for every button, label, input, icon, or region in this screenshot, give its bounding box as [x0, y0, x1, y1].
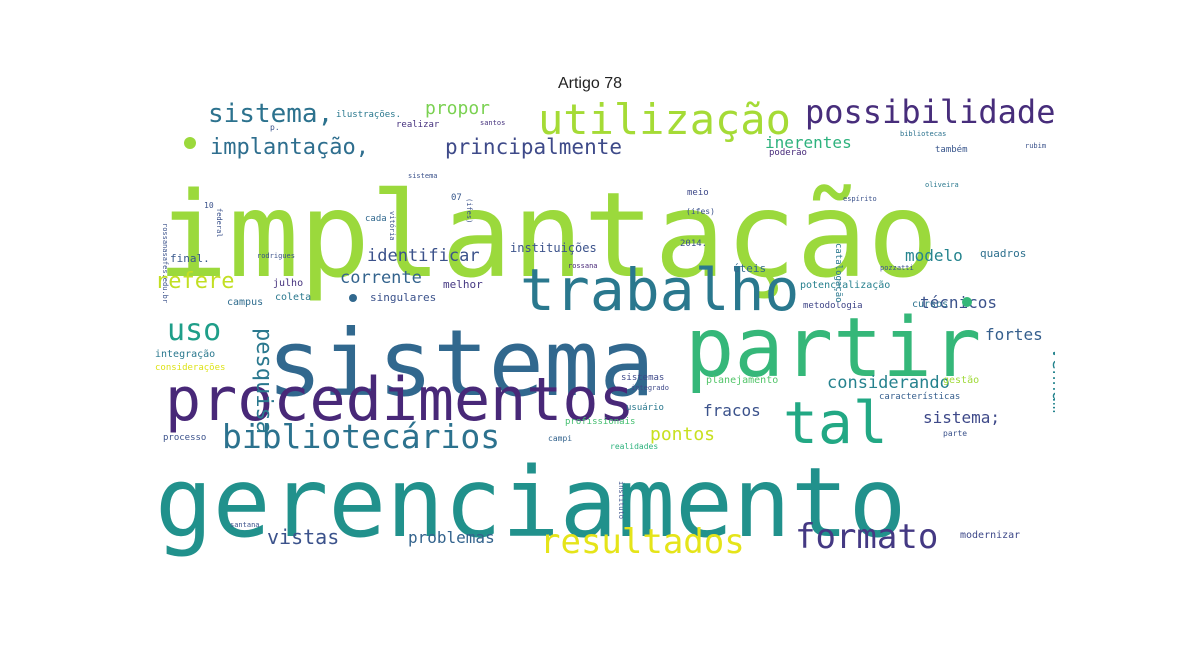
- word-36: julho: [273, 278, 303, 289]
- word-84: vitória: [388, 211, 396, 241]
- word-74: federal: [215, 208, 223, 238]
- word-51: usuário: [626, 403, 664, 413]
- word-71: integrado: [631, 384, 669, 392]
- word-18: uso: [167, 313, 221, 348]
- word-69: rossana: [568, 262, 598, 270]
- word-9: possibilidade: [805, 98, 1055, 131]
- word-35: final.: [170, 252, 210, 265]
- word-41: úteis: [733, 262, 766, 275]
- word-56: parte: [943, 429, 967, 438]
- word-22: corrente: [340, 268, 422, 288]
- word-68: rodrigues: [257, 252, 295, 260]
- word-52: profissionais: [565, 417, 635, 427]
- word-12: formato: [795, 517, 938, 557]
- decor-dot-1: [184, 137, 196, 149]
- word-31: vistas: [267, 525, 339, 549]
- word-11: resultados: [540, 522, 745, 558]
- word-16: propor: [425, 98, 490, 119]
- decor-dot-3: [962, 297, 972, 307]
- word-10: bibliotecários: [222, 417, 500, 456]
- word-76: 10: [204, 201, 214, 210]
- word-73: santana: [230, 521, 260, 529]
- word-78: bibliotecas: [900, 130, 946, 138]
- word-27: considerando: [827, 373, 950, 393]
- decor-dot-2: [349, 294, 357, 302]
- word-66: (ifes): [686, 207, 715, 216]
- word-46: considerações: [155, 363, 225, 373]
- word-75: p.: [270, 123, 280, 132]
- word-53: processo: [163, 433, 206, 443]
- word-19: refere: [155, 269, 234, 294]
- word-32: problemas: [408, 528, 495, 547]
- word-39: singulares: [370, 291, 436, 304]
- word-45: integração: [155, 349, 215, 360]
- word-59: realizar: [396, 120, 440, 130]
- word-37: coleta: [275, 292, 311, 303]
- word-83: sistema: [408, 172, 438, 180]
- word-67: 07: [451, 193, 462, 203]
- word-42: potencialização: [800, 280, 890, 291]
- word-6: trabalho: [520, 256, 799, 324]
- word-72: instituto: [617, 481, 625, 519]
- word-cloud: implantação gerenciamento sistema partir pro…: [155, 98, 1055, 558]
- word-26: venham: [1048, 348, 1055, 413]
- word-82: rossanasafes.edu.br: [161, 223, 169, 303]
- word-14: implantação,: [210, 135, 369, 160]
- word-54: campi: [548, 434, 572, 443]
- word-40: melhor: [443, 278, 483, 291]
- word-44: cursos: [912, 299, 948, 310]
- word-4: partir: [685, 301, 981, 396]
- word-55: realidades: [610, 442, 658, 451]
- word-63: cada: [365, 214, 387, 224]
- word-1: implantação: [157, 166, 938, 304]
- word-61: também: [935, 144, 968, 155]
- word-79: rubim: [1025, 142, 1046, 150]
- word-70: pozzatti: [880, 264, 914, 272]
- word-43: metodologia: [803, 301, 863, 311]
- word-25: fortes: [985, 325, 1043, 344]
- word-38: campus: [227, 297, 263, 308]
- word-23: modelo: [905, 246, 963, 265]
- word-8: utilização: [538, 98, 791, 144]
- word-13: sistema,: [208, 99, 333, 129]
- word-50: características: [879, 392, 960, 402]
- word-64: catalogação: [833, 243, 843, 303]
- word-17: inerentes: [765, 133, 852, 152]
- word-34: quadros: [980, 247, 1026, 260]
- word-15: principalmente: [445, 135, 622, 159]
- word-81: espírito: [843, 195, 877, 203]
- word-28: fracos: [703, 401, 761, 420]
- word-29: pontos: [650, 424, 715, 445]
- word-21: identificar: [367, 246, 480, 266]
- word-60: poderão: [769, 148, 807, 158]
- word-65: 2014.: [680, 239, 707, 249]
- word-5: procedimentos: [165, 365, 635, 435]
- word-62: meio: [687, 188, 709, 198]
- word-2: gerenciamento: [155, 447, 906, 558]
- word-57: modernizar: [960, 530, 1020, 541]
- word-85: (ifes): [465, 198, 473, 223]
- word-24: técnicos: [920, 293, 997, 312]
- word-20: pesquisa: [251, 328, 276, 434]
- word-58: ilustrações.: [336, 110, 401, 120]
- word-80: oliveira: [925, 181, 959, 189]
- word-3: sistema: [267, 310, 655, 417]
- chart-title: Artigo 78: [557, 75, 623, 92]
- word-7: tal: [783, 389, 888, 457]
- word-47: sistemas: [621, 373, 664, 383]
- word-30: sistema;: [923, 408, 1000, 427]
- word-48: planejamento: [706, 375, 778, 386]
- word-49: gestão: [943, 375, 979, 386]
- word-33: instituições: [510, 241, 597, 255]
- word-77: santos: [480, 119, 505, 127]
